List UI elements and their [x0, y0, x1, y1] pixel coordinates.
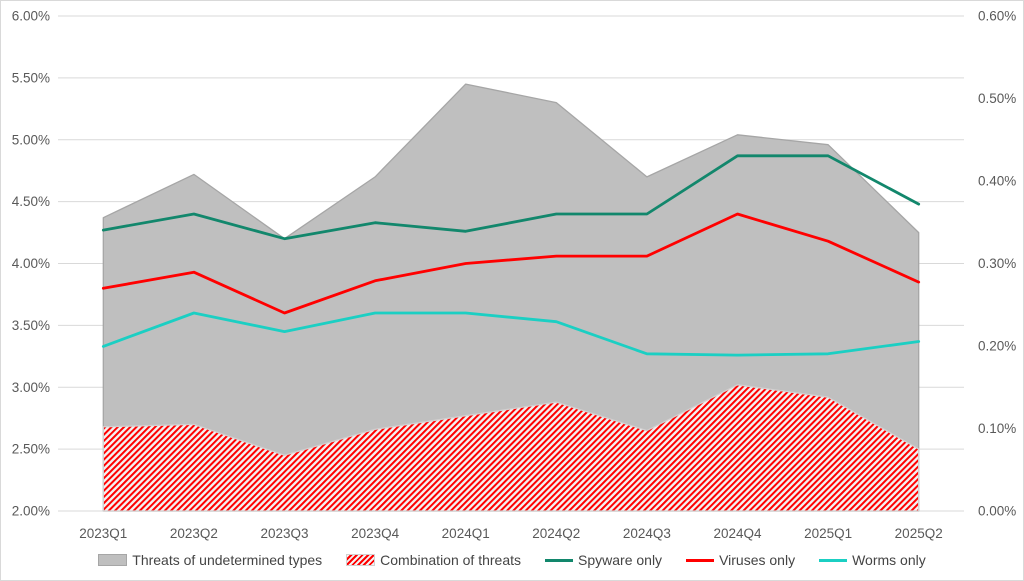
legend-swatch-threats-of-undetermined-types — [98, 554, 128, 566]
legend-swatch-spyware-only — [545, 558, 574, 562]
y-axis-right-tick-label: 0.00% — [978, 504, 1016, 519]
y-axis-right-tick-label: 0.30% — [978, 256, 1016, 271]
x-axis-tick-label: 2025Q1 — [804, 526, 852, 541]
legend-label: Spyware only — [578, 552, 663, 568]
x-axis-tick-label: 2024Q4 — [713, 526, 762, 541]
y-axis-left-tick-label: 3.00% — [12, 380, 50, 395]
x-axis-tick-label: 2023Q1 — [79, 526, 127, 541]
legend-label: Threats of undetermined types — [132, 552, 323, 568]
y-axis-left-tick-label: 6.00% — [12, 9, 50, 24]
legend: Threats of undetermined types Combination… — [1, 552, 1023, 568]
legend-item-spyware-only: Spyware only — [545, 552, 662, 568]
legend-swatch-combination-of-threats — [346, 554, 376, 566]
legend-item-worms-only: Worms only — [819, 552, 926, 568]
legend-item-viruses-only: Viruses only — [686, 552, 795, 568]
legend-item-combination-of-threats: Combination of threats — [346, 552, 521, 568]
legend-swatch-worms-only — [819, 558, 848, 562]
y-axis-left-tick-label: 5.00% — [12, 132, 50, 147]
y-axis-left-tick-label: 3.50% — [12, 318, 50, 333]
legend-label: Combination of threats — [380, 552, 522, 568]
legend-item-threats-of-undetermined-types: Threats of undetermined types — [98, 552, 322, 568]
y-axis-left-tick-label: 2.00% — [12, 504, 50, 519]
line-worms-only — [101, 311, 921, 357]
legend-swatch-viruses-only — [686, 558, 715, 562]
line-spyware-only — [101, 154, 921, 241]
x-axis-tick-label: 2024Q2 — [532, 526, 580, 541]
y-axis-right-tick-label: 0.10% — [978, 421, 1016, 436]
legend-label: Viruses only — [719, 552, 796, 568]
y-axis-left-tick-label: 4.50% — [12, 194, 50, 209]
y-axis-left-tick-label: 2.50% — [12, 442, 50, 457]
y-axis-left-tick-label: 5.50% — [12, 70, 50, 85]
y-axis-right-tick-label: 0.60% — [978, 9, 1016, 24]
x-axis-tick-label: 2023Q4 — [351, 526, 400, 541]
y-axis-right-tick-label: 0.50% — [978, 91, 1016, 106]
x-axis-tick-label: 2024Q1 — [442, 526, 490, 541]
line-viruses-only — [101, 212, 921, 315]
legend-label: Worms only — [852, 552, 926, 568]
y-axis-right-tick-label: 0.20% — [978, 339, 1016, 354]
y-axis-right-tick-label: 0.40% — [978, 174, 1016, 189]
x-axis-tick-label: 2023Q2 — [170, 526, 218, 541]
x-axis-tick-label: 2024Q3 — [623, 526, 671, 541]
x-axis-tick-label: 2025Q2 — [895, 526, 943, 541]
area-combination-of-threats — [102, 384, 920, 512]
y-axis-left-tick-label: 4.00% — [12, 256, 50, 271]
x-axis-tick-label: 2023Q3 — [260, 526, 308, 541]
